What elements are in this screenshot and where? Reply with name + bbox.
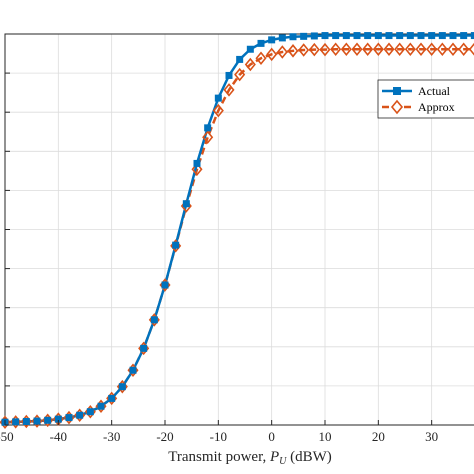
data-point-approx-38 bbox=[404, 42, 416, 57]
data-point-actual-34 bbox=[364, 32, 372, 40]
data-point-actual-20 bbox=[214, 94, 222, 102]
data-point-actual-44 bbox=[470, 32, 474, 40]
data-point-actual-17 bbox=[182, 200, 190, 208]
data-point-actual-10 bbox=[108, 394, 116, 402]
data-point-actual-39 bbox=[417, 32, 425, 40]
data-point-approx-30 bbox=[319, 42, 331, 57]
data-point-actual-21 bbox=[225, 71, 233, 79]
x-tick-label-4: -10 bbox=[210, 429, 227, 444]
legend-marker-actual bbox=[393, 87, 401, 95]
data-point-approx-20 bbox=[212, 103, 224, 118]
data-point-actual-26 bbox=[278, 34, 286, 42]
data-point-actual-12 bbox=[129, 366, 137, 374]
data-point-approx-39 bbox=[415, 42, 427, 57]
x-tick-label-6: 10 bbox=[319, 429, 332, 444]
legend-entry-actual: Actual bbox=[382, 84, 451, 98]
data-point-approx-26 bbox=[276, 45, 288, 59]
data-point-approx-18 bbox=[191, 162, 203, 177]
data-point-actual-41 bbox=[438, 32, 446, 40]
x-tick-label-8: 30 bbox=[425, 429, 438, 444]
data-point-actual-30 bbox=[321, 32, 329, 40]
data-point-actual-29 bbox=[310, 32, 318, 40]
data-point-actual-25 bbox=[268, 36, 276, 44]
data-point-actual-6 bbox=[65, 414, 73, 422]
data-point-actual-16 bbox=[172, 241, 180, 249]
data-point-approx-19 bbox=[202, 130, 214, 144]
data-point-approx-22 bbox=[234, 67, 246, 82]
data-point-approx-44 bbox=[468, 42, 474, 56]
x-tick-label-2: -30 bbox=[103, 429, 120, 444]
data-point-approx-31 bbox=[330, 42, 342, 57]
data-point-approx-41 bbox=[436, 42, 448, 57]
data-point-actual-24 bbox=[257, 39, 265, 47]
data-point-actual-31 bbox=[332, 32, 340, 40]
data-point-actual-23 bbox=[246, 45, 254, 53]
data-point-actual-40 bbox=[428, 32, 436, 40]
x-tick-label-5: 0 bbox=[268, 429, 275, 444]
data-point-actual-11 bbox=[118, 383, 126, 391]
x-axis-label-subscript: U bbox=[279, 456, 287, 467]
data-point-actual-1 bbox=[12, 418, 20, 426]
data-point-actual-27 bbox=[289, 33, 297, 41]
data-point-approx-21 bbox=[223, 83, 235, 97]
data-point-approx-28 bbox=[298, 43, 310, 57]
data-point-actual-19 bbox=[204, 124, 212, 132]
legend-box bbox=[377, 79, 474, 119]
data-point-actual-7 bbox=[76, 411, 84, 419]
data-point-actual-18 bbox=[193, 159, 201, 167]
series-line-actual bbox=[4, 34, 474, 424]
data-point-actual-4 bbox=[44, 416, 52, 424]
x-axis-label-symbol: P bbox=[269, 449, 279, 465]
data-point-actual-37 bbox=[396, 32, 404, 40]
legend-label-approx: Approx bbox=[418, 100, 455, 114]
data-point-approx-27 bbox=[287, 44, 299, 58]
data-point-approx-37 bbox=[394, 42, 406, 57]
data-point-approx-24 bbox=[255, 51, 267, 66]
data-point-actual-42 bbox=[449, 32, 457, 40]
data-point-approx-25 bbox=[266, 47, 278, 62]
data-point-actual-38 bbox=[406, 32, 414, 40]
x-tick-label-0: -50 bbox=[0, 429, 14, 444]
data-point-approx-29 bbox=[308, 42, 320, 57]
legend: Actual Approx bbox=[377, 79, 474, 119]
data-point-actual-15 bbox=[161, 281, 169, 289]
data-point-actual-2 bbox=[22, 417, 30, 425]
data-point-approx-40 bbox=[426, 42, 438, 57]
data-point-approx-43 bbox=[458, 42, 470, 57]
data-point-actual-5 bbox=[54, 415, 62, 423]
data-point-actual-9 bbox=[97, 402, 105, 410]
x-axis-label: Transmit power, PU (dBW) bbox=[168, 449, 332, 467]
data-point-approx-35 bbox=[372, 42, 384, 57]
data-point-actual-35 bbox=[374, 32, 382, 40]
data-point-approx-23 bbox=[244, 57, 256, 72]
data-point-approx-32 bbox=[340, 42, 352, 57]
data-point-actual-22 bbox=[236, 55, 244, 63]
data-point-actual-36 bbox=[385, 32, 393, 40]
legend-entry-approx: Approx bbox=[382, 99, 455, 115]
data-point-approx-34 bbox=[362, 42, 374, 57]
data-point-actual-8 bbox=[86, 408, 94, 416]
x-tick-label-1: -40 bbox=[50, 429, 67, 444]
data-point-approx-42 bbox=[447, 42, 459, 57]
data-point-actual-43 bbox=[460, 32, 468, 40]
data-point-actual-3 bbox=[33, 417, 41, 425]
data-point-actual-28 bbox=[300, 32, 308, 40]
series-layer bbox=[0, 32, 474, 430]
grid-lines bbox=[4, 33, 474, 426]
data-point-approx-33 bbox=[351, 42, 363, 57]
data-point-actual-14 bbox=[150, 316, 158, 324]
legend-marker-approx bbox=[390, 99, 404, 115]
x-axis-label-unit: (dBW) bbox=[286, 449, 331, 465]
data-point-approx-36 bbox=[383, 42, 395, 57]
x-axis: -50 -40 -30 -20 -10 0 10 20 30 bbox=[0, 33, 438, 444]
x-tick-label-7: 20 bbox=[372, 429, 385, 444]
data-point-actual-33 bbox=[353, 32, 361, 40]
legend-label-actual: Actual bbox=[418, 84, 451, 98]
x-axis-label-main: Transmit power, bbox=[168, 449, 270, 465]
data-point-actual-32 bbox=[342, 32, 350, 40]
x-tick-label-3: -20 bbox=[156, 429, 173, 444]
data-point-actual-13 bbox=[140, 344, 148, 352]
